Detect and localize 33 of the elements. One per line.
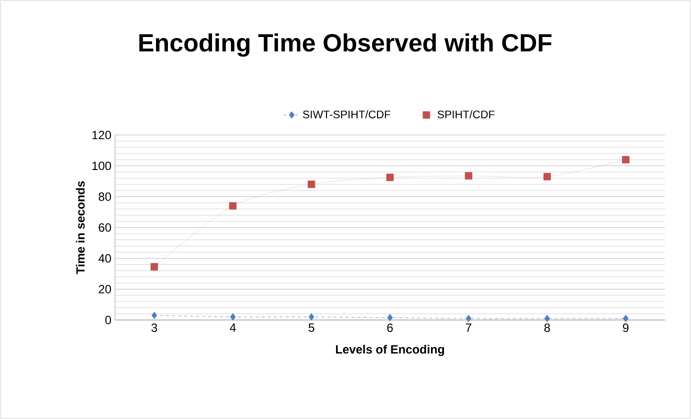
- x-tick-label: 6: [387, 324, 393, 332]
- y-axis-title: Time in seconds: [76, 181, 85, 274]
- y-tick-label: 100: [92, 162, 112, 170]
- x-tick-label: 3: [151, 324, 158, 332]
- y-tick-label: 0: [105, 316, 112, 324]
- y-tick-label: 20: [98, 284, 112, 294]
- point: [151, 312, 158, 320]
- point: [466, 314, 472, 322]
- point: [308, 313, 314, 321]
- x-tick-label: 7: [466, 324, 472, 332]
- y-tick-label: 120: [92, 130, 112, 140]
- point: [622, 314, 629, 322]
- x-tick-label: 8: [544, 324, 550, 332]
- x-axis-title: Levels of Encoding: [336, 344, 444, 356]
- y-tick-label: 40: [98, 254, 112, 263]
- legend-label: SPIHT/CDF: [438, 110, 495, 118]
- point: [622, 156, 630, 164]
- point: [229, 202, 237, 210]
- x-tick-label: 9: [622, 324, 628, 332]
- point: [387, 314, 393, 322]
- point: [543, 172, 551, 180]
- legend-label: SIWT-SPIHT/CDF: [302, 110, 390, 118]
- y-tick-label: 80: [98, 192, 112, 201]
- x-tick-label: 4: [230, 324, 236, 332]
- chart-title: Encoding Time Observed with CDF: [139, 33, 552, 57]
- point: [150, 263, 158, 271]
- point: [230, 313, 236, 321]
- x-tick-label: 5: [308, 324, 314, 332]
- point: [544, 314, 550, 322]
- y-tick-label: 60: [98, 223, 112, 232]
- point: [386, 174, 394, 182]
- point: [308, 180, 316, 188]
- point: [464, 172, 472, 180]
